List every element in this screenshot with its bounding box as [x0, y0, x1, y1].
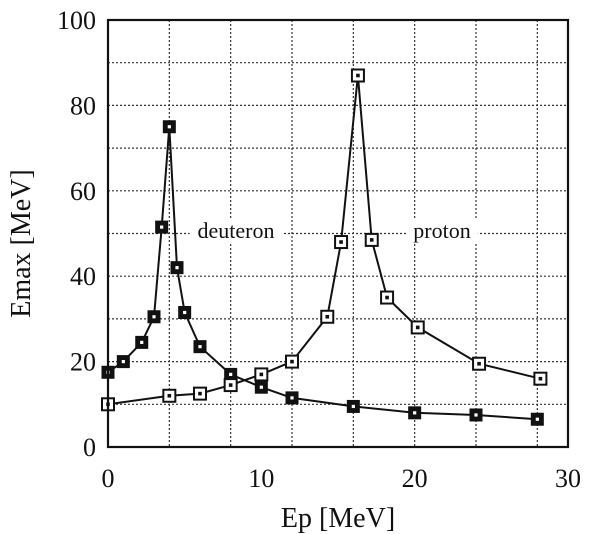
- grid: [108, 20, 568, 447]
- data-point-proton: [380, 290, 395, 305]
- data-point-deuteron: [178, 305, 192, 319]
- data-point-proton: [223, 378, 238, 393]
- data-point-proton: [410, 320, 425, 335]
- series-markers: [101, 68, 548, 426]
- data-point-deuteron: [116, 355, 130, 369]
- data-point-deuteron: [408, 406, 422, 420]
- data-point-deuteron: [170, 261, 184, 275]
- data-point-proton: [254, 367, 269, 382]
- series-line-deuteron: [107, 126, 538, 421]
- y-tick-label: 40: [70, 262, 96, 291]
- data-point-deuteron: [155, 220, 169, 234]
- data-point-deuteron: [224, 367, 238, 381]
- series-label-bg: [406, 220, 478, 244]
- data-point-proton: [162, 388, 177, 403]
- tick-labels: 0 10 20 30 0 20 40 60 80 100: [57, 6, 581, 493]
- y-tick-label: 80: [70, 91, 96, 120]
- data-point-proton: [350, 68, 365, 83]
- x-tick-label: 20: [402, 464, 428, 493]
- series-labels: deuteron proton: [189, 218, 478, 244]
- data-point-proton: [285, 354, 299, 369]
- series-label-proton: proton: [413, 218, 470, 243]
- y-axis-title: Emax [MeV]: [6, 169, 37, 318]
- data-point-proton: [364, 232, 379, 247]
- x-tick-label: 0: [102, 464, 115, 493]
- series-label-bg: [189, 220, 283, 244]
- data-point-proton: [193, 386, 207, 401]
- data-point-deuteron: [254, 380, 268, 394]
- x-axis-title: Ep [MeV]: [281, 503, 395, 534]
- data-point-proton: [334, 235, 349, 250]
- series-label-deuteron: deuteron: [198, 218, 275, 243]
- data-point-deuteron: [346, 399, 360, 413]
- y-tick-label: 60: [70, 177, 96, 206]
- data-point-deuteron: [469, 408, 483, 422]
- data-point-deuteron: [162, 120, 176, 134]
- plot-frame: [106, 18, 570, 449]
- data-point-deuteron: [135, 335, 149, 349]
- data-point-proton: [472, 356, 487, 371]
- data-point-deuteron: [193, 340, 207, 354]
- y-tick-label: 100: [57, 6, 96, 35]
- x-tick-label: 30: [555, 464, 581, 493]
- data-point-deuteron: [285, 391, 299, 405]
- x-tick-label: 10: [248, 464, 274, 493]
- y-tick-label: 20: [70, 348, 96, 377]
- data-point-deuteron: [530, 412, 544, 426]
- data-point-proton: [533, 371, 548, 386]
- y-tick-label: 0: [83, 433, 96, 462]
- data-point-proton: [320, 309, 335, 324]
- data-point-deuteron: [147, 310, 161, 324]
